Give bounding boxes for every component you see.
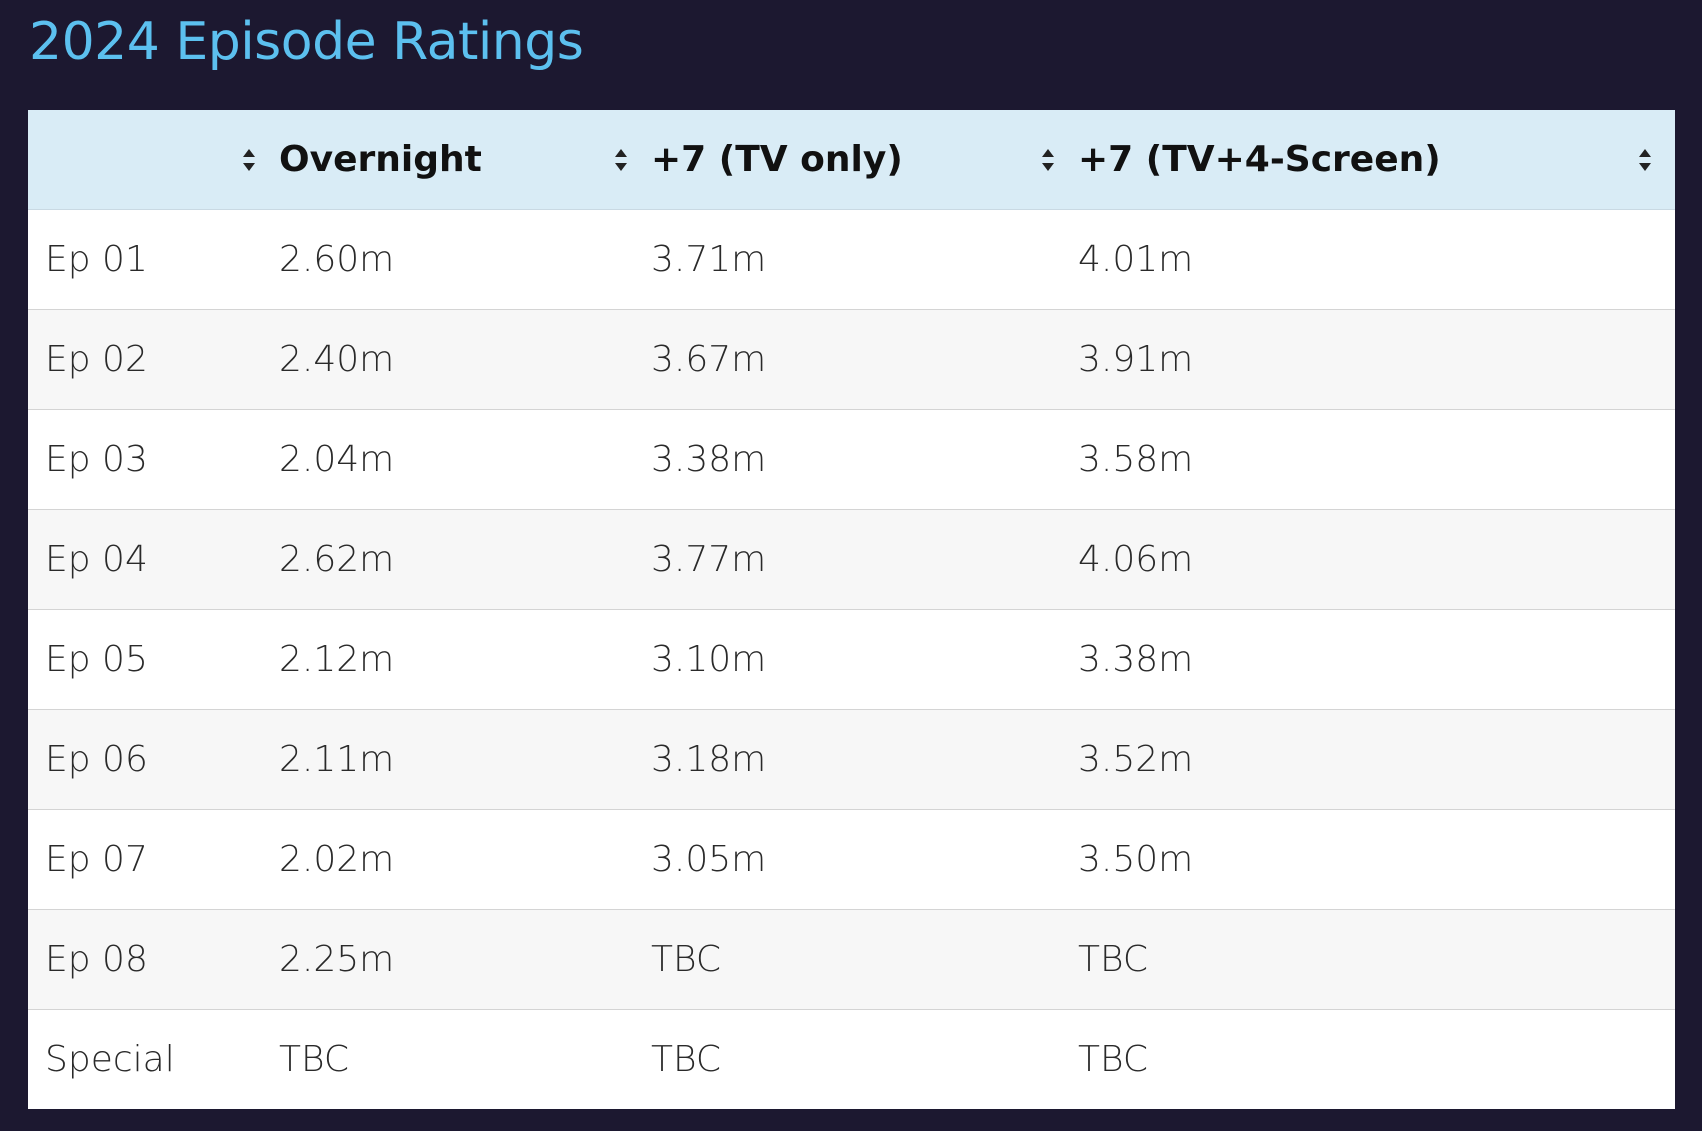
page-title: 2024 Episode Ratings xyxy=(29,12,584,72)
column-header-label: Overnight xyxy=(279,139,482,180)
column-header-episode[interactable] xyxy=(28,110,279,210)
plus7-tv-4screen-cell: 3.50m xyxy=(1078,809,1675,910)
overnight-cell: 2.40m xyxy=(279,309,651,410)
column-header-label: +7 (TV+4-Screen) xyxy=(1078,139,1441,180)
overnight-cell: 2.60m xyxy=(279,209,651,310)
plus7-tv-only-cell: 3.77m xyxy=(651,509,1078,610)
plus7-tv-only-cell: 3.10m xyxy=(651,609,1078,710)
table-body: Ep 01 2.60m 3.71m 4.01m Ep 02 2.40m 3.67m 3.91m… xyxy=(28,209,1675,1109)
overnight-cell: 2.25m xyxy=(279,909,651,1010)
episode-cell: Ep 07 xyxy=(28,809,279,910)
table-row: Ep 06 2.11m 3.18m 3.52m xyxy=(28,709,1675,810)
column-header-overnight[interactable]: Overnight xyxy=(279,110,651,210)
table-row: Ep 03 2.04m 3.38m 3.58m xyxy=(28,409,1675,510)
sort-updown-icon[interactable] xyxy=(614,147,628,173)
plus7-tv-4screen-cell: 3.52m xyxy=(1078,709,1675,810)
plus7-tv-4screen-cell: 3.91m xyxy=(1078,309,1675,410)
episode-cell: Ep 08 xyxy=(28,909,279,1010)
plus7-tv-4screen-cell: TBC xyxy=(1078,909,1675,1010)
column-header-label: +7 (TV only) xyxy=(651,139,903,180)
table-header: Overnight +7 (TV only) +7 (TV+4-Screen) xyxy=(28,110,1675,210)
episode-cell: Ep 03 xyxy=(28,409,279,510)
episode-cell: Ep 01 xyxy=(28,209,279,310)
overnight-cell: 2.62m xyxy=(279,509,651,610)
sort-updown-icon[interactable] xyxy=(242,147,256,173)
plus7-tv-only-cell: 3.38m xyxy=(651,409,1078,510)
plus7-tv-only-cell: TBC xyxy=(651,1009,1078,1109)
sort-updown-icon[interactable] xyxy=(1638,147,1652,173)
plus7-tv-only-cell: 3.67m xyxy=(651,309,1078,410)
overnight-cell: 2.02m xyxy=(279,809,651,910)
episode-cell: Special xyxy=(28,1009,279,1109)
sort-updown-icon[interactable] xyxy=(1041,147,1055,173)
table-row: Ep 07 2.02m 3.05m 3.50m xyxy=(28,809,1675,910)
plus7-tv-only-cell: 3.71m xyxy=(651,209,1078,310)
table-row: Ep 08 2.25m TBC TBC xyxy=(28,909,1675,1010)
table-row: Ep 04 2.62m 3.77m 4.06m xyxy=(28,509,1675,610)
column-header-plus7-tv-4screen[interactable]: +7 (TV+4-Screen) xyxy=(1078,110,1675,210)
plus7-tv-4screen-cell: 4.06m xyxy=(1078,509,1675,610)
table-row: Ep 02 2.40m 3.67m 3.91m xyxy=(28,309,1675,410)
overnight-cell: 2.12m xyxy=(279,609,651,710)
header-row: Overnight +7 (TV only) +7 (TV+4-Screen) xyxy=(28,110,1675,210)
episode-cell: Ep 02 xyxy=(28,309,279,410)
overnight-cell: 2.04m xyxy=(279,409,651,510)
plus7-tv-4screen-cell: 3.38m xyxy=(1078,609,1675,710)
plus7-tv-4screen-cell: 3.58m xyxy=(1078,409,1675,510)
plus7-tv-only-cell: 3.05m xyxy=(651,809,1078,910)
overnight-cell: 2.11m xyxy=(279,709,651,810)
ratings-table: Overnight +7 (TV only) +7 (TV+4-Screen) … xyxy=(28,110,1675,1109)
table-row: Ep 01 2.60m 3.71m 4.01m xyxy=(28,209,1675,310)
episode-cell: Ep 04 xyxy=(28,509,279,610)
table-row: Ep 05 2.12m 3.10m 3.38m xyxy=(28,609,1675,710)
plus7-tv-4screen-cell: 4.01m xyxy=(1078,209,1675,310)
plus7-tv-4screen-cell: TBC xyxy=(1078,1009,1675,1109)
plus7-tv-only-cell: 3.18m xyxy=(651,709,1078,810)
ratings-table-container: Overnight +7 (TV only) +7 (TV+4-Screen) … xyxy=(28,110,1675,1109)
plus7-tv-only-cell: TBC xyxy=(651,909,1078,1010)
episode-cell: Ep 06 xyxy=(28,709,279,810)
column-header-plus7-tv-only[interactable]: +7 (TV only) xyxy=(651,110,1078,210)
episode-cell: Ep 05 xyxy=(28,609,279,710)
column-header-label xyxy=(28,139,45,180)
table-row: Special TBC TBC TBC xyxy=(28,1009,1675,1109)
overnight-cell: TBC xyxy=(279,1009,651,1109)
